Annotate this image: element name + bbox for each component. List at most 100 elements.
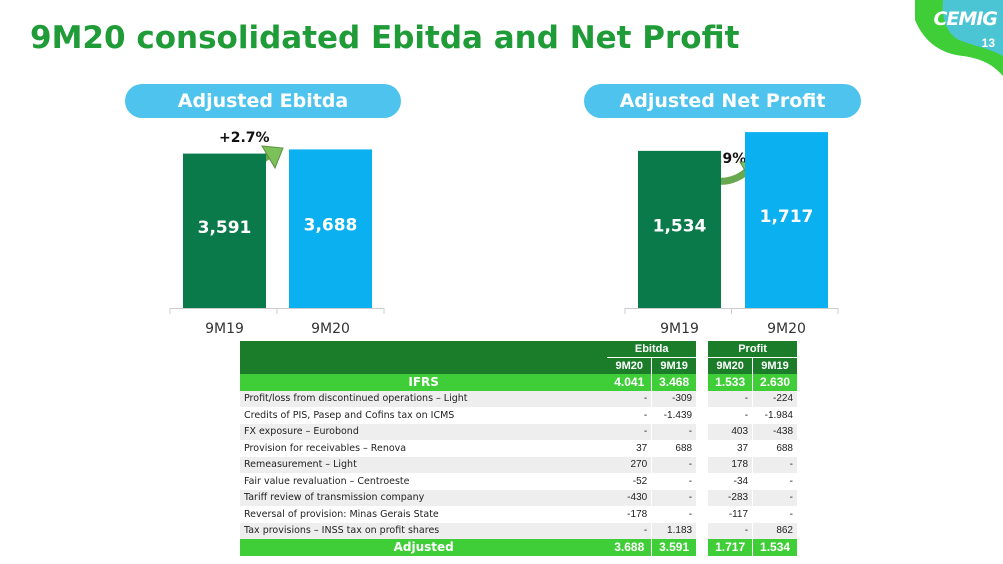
row-label: Provision for receivables – Renova bbox=[240, 440, 608, 457]
category-tick-label: 9M19 bbox=[205, 321, 244, 337]
adjusted-value: 3.688 bbox=[607, 539, 652, 556]
category-tick-label: 9M19 bbox=[660, 321, 699, 337]
row-value: 178 bbox=[708, 456, 753, 473]
row-value: 688 bbox=[651, 440, 697, 457]
row-label: Reversal of provision: Minas Gerais Stat… bbox=[240, 506, 608, 523]
ifrs-value: 1.533 bbox=[708, 374, 753, 391]
row-label: Fair value revaluation – Centroeste bbox=[240, 473, 608, 490]
row-value: -224 bbox=[752, 390, 797, 407]
ifrs-value: 2.630 bbox=[752, 374, 797, 391]
ebitda-bar-chart: 3,591 9M19 3,688 9M20 bbox=[169, 149, 385, 337]
row-value: -178 bbox=[607, 506, 652, 523]
row-value: -34 bbox=[708, 473, 753, 490]
table-row: Fair value revaluation – Centroeste -52- -… bbox=[240, 473, 797, 490]
table-gap bbox=[696, 506, 709, 523]
row-value: - bbox=[752, 456, 797, 473]
table-row: FX exposure – Eurobond - -403 -438 bbox=[240, 423, 797, 440]
row-value: 688 bbox=[752, 440, 797, 457]
table-row: Remeasurement – Light 270-178- bbox=[240, 456, 797, 473]
row-label: Profit/loss from discontinued operations… bbox=[240, 390, 608, 407]
ebitda-9m20-header: 9M20 bbox=[607, 357, 652, 374]
table-gap bbox=[696, 489, 709, 506]
table-gap bbox=[696, 473, 709, 490]
table-row: Profit/loss from discontinued operations… bbox=[240, 390, 797, 407]
row-value: - bbox=[752, 506, 797, 523]
row-value: - bbox=[607, 423, 652, 440]
row-value: -52 bbox=[607, 473, 652, 490]
reconciliation-table: Ebitda Profit 9M20 9M19 9M20 9M19 IFRS 4… bbox=[240, 341, 797, 556]
table-gap bbox=[696, 390, 709, 407]
table-gap bbox=[696, 407, 709, 424]
adjusted-label: Adjusted bbox=[240, 539, 608, 556]
bar-value-label: 3,688 bbox=[304, 216, 358, 236]
bar-9m20 bbox=[289, 149, 372, 308]
profit-9m19-header: 9M19 bbox=[752, 357, 797, 374]
row-value: 37 bbox=[708, 440, 753, 457]
bar-charts: 3,591 9M19 3,688 9M20 1,534 9M19 1,717 9M20 bbox=[169, 132, 839, 337]
table-row: Tax provisions – INSS tax on profit shar… bbox=[240, 522, 797, 539]
ifrs-row: IFRS 4.041 3.468 1.533 2.630 bbox=[240, 374, 797, 391]
row-label: FX exposure – Eurobond bbox=[240, 423, 608, 440]
row-value: - bbox=[651, 489, 697, 506]
table-gap bbox=[696, 456, 709, 473]
bar-9m20 bbox=[745, 132, 828, 308]
row-value: - bbox=[651, 456, 697, 473]
ifrs-label: IFRS bbox=[240, 374, 608, 391]
adjusted-value: 1.534 bbox=[752, 539, 797, 556]
table-group-header-row: Ebitda Profit bbox=[240, 341, 797, 374]
row-label: Tariff review of transmission company bbox=[240, 489, 608, 506]
adjusted-row: Adjusted 3.688 3.591 1.717 1.534 bbox=[240, 539, 797, 556]
bar-value-label: 3,591 bbox=[198, 218, 252, 238]
row-value: - bbox=[752, 473, 797, 490]
table-header-blank bbox=[240, 341, 608, 374]
row-value: - bbox=[651, 423, 697, 440]
row-value: 270 bbox=[607, 456, 652, 473]
row-value: - bbox=[607, 407, 652, 424]
category-tick-label: 9M20 bbox=[767, 321, 806, 337]
row-label: Credits of PIS, Pasep and Cofins tax on … bbox=[240, 407, 608, 424]
table-gap bbox=[696, 341, 709, 358]
net-profit-chart-title: Adjusted Net Profit bbox=[584, 84, 861, 118]
bar-value-label: 1,717 bbox=[760, 207, 814, 227]
row-value: 403 bbox=[708, 423, 753, 440]
table-row: Credits of PIS, Pasep and Cofins tax on … bbox=[240, 407, 797, 424]
table-gap bbox=[696, 374, 709, 391]
category-tick-label: 9M20 bbox=[311, 321, 350, 337]
row-value: - bbox=[752, 489, 797, 506]
profit-9m20-header: 9M20 bbox=[708, 357, 753, 374]
row-label: Remeasurement – Light bbox=[240, 456, 608, 473]
logo-shape-icon bbox=[915, 0, 1003, 76]
cemig-logo: CEMIG 13 bbox=[903, 0, 1003, 80]
table-gap bbox=[696, 539, 709, 556]
ifrs-value: 4.041 bbox=[607, 374, 652, 391]
row-value: - bbox=[708, 390, 753, 407]
row-value: -1.984 bbox=[752, 407, 797, 424]
table-row: Provision for receivables – Renova 37 688 3… bbox=[240, 440, 797, 457]
row-value: 1.183 bbox=[651, 522, 697, 539]
row-value: -309 bbox=[651, 390, 697, 407]
adjusted-value: 1.717 bbox=[708, 539, 753, 556]
adjusted-value: 3.591 bbox=[651, 539, 697, 556]
table-subheader-row: 9M20 9M19 9M20 9M19 bbox=[240, 357, 797, 374]
logo-text: CEMIG bbox=[933, 8, 998, 30]
table-gap bbox=[696, 522, 709, 539]
row-value: -283 bbox=[708, 489, 753, 506]
row-value: -1.439 bbox=[651, 407, 697, 424]
row-value: - bbox=[651, 506, 697, 523]
table-row: Tariff review of transmission company -43… bbox=[240, 489, 797, 506]
bar-value-label: 1,534 bbox=[653, 216, 707, 236]
page-number: 13 bbox=[981, 36, 995, 50]
ifrs-value: 3.468 bbox=[651, 374, 697, 391]
row-value: -438 bbox=[752, 423, 797, 440]
ebitda-group-header: Ebitda bbox=[607, 341, 697, 358]
row-label: Tax provisions – INSS tax on profit shar… bbox=[240, 522, 608, 539]
net-profit-bar-chart: 1,534 9M19 1,717 9M20 bbox=[624, 132, 839, 337]
page-title: 9M20 consolidated Ebitda and Net Profit bbox=[30, 20, 740, 56]
row-value: - bbox=[708, 522, 753, 539]
ebitda-9m19-header: 9M19 bbox=[651, 357, 697, 374]
table-gap bbox=[696, 423, 709, 440]
bar-9m19 bbox=[638, 150, 721, 308]
ebitda-chart-title: Adjusted Ebitda bbox=[125, 84, 401, 118]
row-value: - bbox=[607, 522, 652, 539]
row-value: - bbox=[651, 473, 697, 490]
